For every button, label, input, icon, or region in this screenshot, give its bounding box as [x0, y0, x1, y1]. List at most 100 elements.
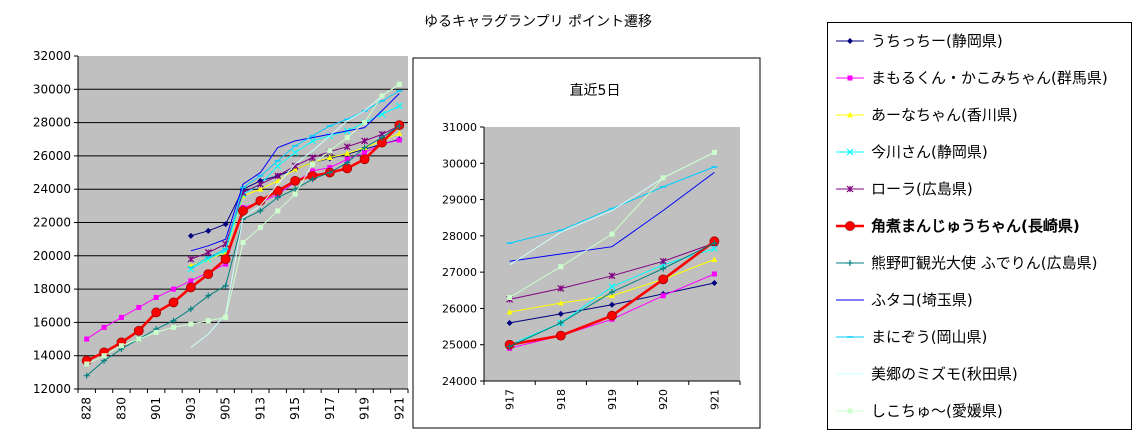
data-point — [659, 257, 667, 265]
legend-label: ふタコ(埼玉県) — [871, 290, 973, 309]
data-point — [170, 317, 177, 324]
data-point — [609, 231, 615, 237]
legend-label: 今川さん(静岡県) — [871, 142, 988, 161]
y-tick-label: 12000 — [33, 382, 71, 396]
data-point — [257, 207, 264, 214]
data-point — [344, 135, 350, 141]
data-point — [292, 191, 298, 197]
data-point — [188, 278, 194, 284]
series-9 — [506, 166, 718, 244]
legend-item: 今川さん(静岡県) — [834, 138, 988, 166]
x-tick-label: 918 — [555, 389, 568, 410]
data-point — [557, 285, 565, 292]
y-tick-label: 27000 — [442, 266, 477, 279]
data-point — [274, 194, 281, 201]
legend-label: 角煮まんじゅうちゃん(長崎県) — [871, 216, 1080, 235]
legend-item: 美郷のミズモ(秋田県) — [834, 360, 1018, 388]
series-7 — [506, 240, 718, 350]
data-point — [187, 232, 194, 239]
data-point — [309, 161, 315, 167]
y-tick-label: 18000 — [33, 282, 71, 296]
legend-item: あーなちゃん(香川県) — [834, 101, 1018, 129]
data-point — [136, 336, 142, 342]
y-tick-label: 30000 — [33, 82, 71, 96]
data-point — [205, 227, 212, 234]
y-tick-label: 14000 — [33, 349, 71, 363]
data-point — [171, 324, 177, 330]
data-point — [205, 292, 212, 299]
legend-item: まにぞう(岡山県) — [834, 323, 987, 351]
x-tick-label: 917 — [504, 389, 517, 410]
data-point — [292, 186, 299, 193]
data-point — [609, 289, 615, 296]
inset-line-chart: 24000 25000 26000 27000 28000 29000 30000 31000… — [442, 121, 741, 410]
data-point — [256, 180, 264, 188]
x-tick-label: 901 — [149, 397, 163, 420]
data-point — [660, 293, 666, 299]
x-tick-label: 920 — [657, 389, 670, 410]
data-point — [292, 166, 299, 172]
data-point — [255, 195, 266, 206]
x-tick-label: 830 — [114, 397, 128, 420]
data-point — [222, 221, 229, 228]
legend-swatch — [836, 336, 864, 338]
series-8 — [190, 93, 400, 252]
data-point — [344, 156, 350, 162]
y-tick-label: 30000 — [442, 157, 477, 170]
data-point — [396, 130, 403, 136]
data-point — [327, 165, 333, 171]
data-point — [711, 149, 717, 155]
y-tick-label: 25000 — [442, 339, 477, 352]
data-point — [557, 310, 564, 317]
data-point — [557, 319, 564, 326]
data-point — [153, 329, 159, 335]
x-tick-label: 913 — [253, 397, 267, 420]
data-point — [222, 282, 229, 289]
data-point — [557, 299, 564, 306]
x-tick-label: 921 — [392, 397, 406, 420]
data-point — [151, 307, 162, 318]
legend-swatch — [836, 299, 864, 301]
legend-swatch — [836, 373, 864, 375]
y-tick-label: 16000 — [33, 315, 71, 329]
x-tick-label: 919 — [606, 389, 619, 410]
series-8 — [509, 171, 715, 262]
y-tick-label: 26000 — [33, 149, 71, 163]
legend-swatch-marker — [847, 112, 853, 118]
legend-swatch — [836, 148, 864, 156]
data-point — [711, 240, 718, 247]
data-point — [309, 176, 316, 183]
legend-label: 熊野町観光大使 ふでりん(広島県) — [871, 253, 1098, 272]
legend-label: ローラ(広島県) — [871, 179, 973, 198]
data-point — [257, 186, 264, 192]
data-point — [309, 137, 316, 145]
data-point — [660, 265, 667, 272]
data-point — [711, 256, 718, 262]
legend-item: うちっちー(静岡県) — [834, 27, 1003, 55]
data-point — [609, 292, 615, 299]
data-point — [187, 306, 194, 313]
y-tick-label: 24000 — [33, 182, 71, 196]
data-point — [359, 154, 370, 165]
series-line — [190, 93, 400, 252]
data-point — [188, 321, 194, 327]
legend-item: 熊野町観光大使 ふでりん(広島県) — [834, 249, 1121, 277]
inset-chart-title: 直近5日 — [570, 82, 621, 99]
data-point — [101, 324, 107, 330]
data-point — [274, 162, 282, 170]
data-point — [118, 343, 124, 349]
legend-swatch — [836, 221, 864, 231]
data-point — [710, 245, 718, 252]
data-point — [609, 301, 615, 308]
legend-swatch-marker — [847, 408, 853, 414]
x-tick-label: 919 — [358, 397, 372, 420]
data-point — [658, 274, 669, 285]
data-point — [362, 150, 368, 156]
data-point — [118, 314, 124, 320]
series-11 — [507, 149, 717, 301]
x-tick-label: 917 — [323, 397, 337, 420]
data-point — [344, 150, 351, 156]
series-11 — [84, 81, 402, 367]
y-tick-label: 26000 — [442, 302, 477, 315]
